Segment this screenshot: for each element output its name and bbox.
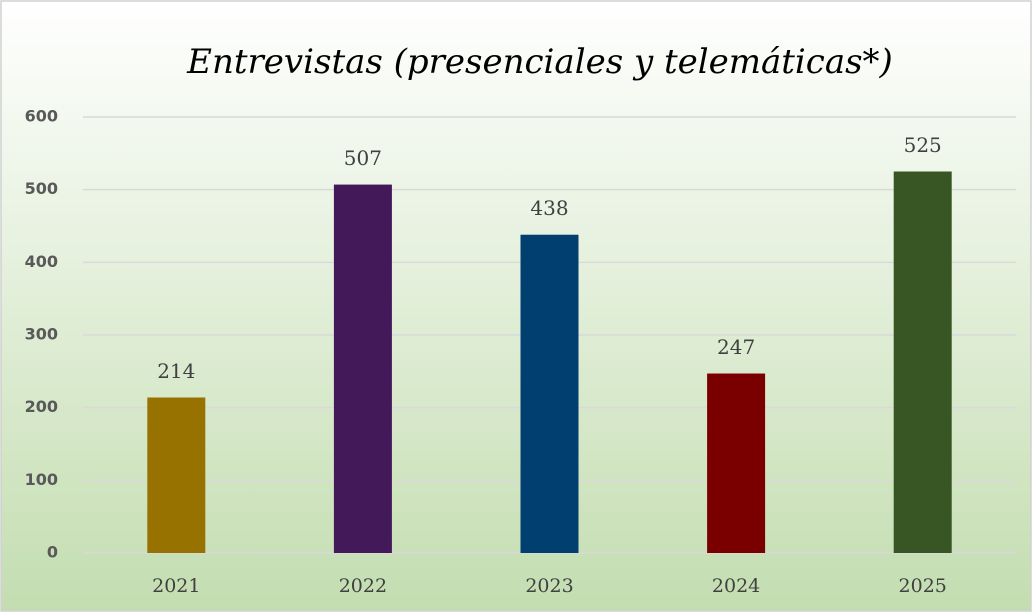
y-tick-label: 600 (25, 107, 58, 126)
data-label: 438 (530, 196, 568, 220)
y-tick-label: 100 (25, 470, 58, 489)
y-tick-label: 300 (25, 325, 58, 344)
bar (520, 234, 579, 553)
bar (147, 397, 206, 553)
data-label: 214 (157, 359, 195, 383)
x-tick-label: 2023 (525, 575, 573, 597)
bar (707, 373, 766, 553)
chart-title: Entrevistas (presenciales y telemáticas*… (186, 42, 893, 82)
y-tick-label: 0 (47, 543, 58, 562)
x-tick-label: 2025 (899, 575, 947, 597)
data-label: 525 (904, 133, 942, 157)
data-label: 247 (717, 335, 755, 359)
y-tick-label: 400 (25, 252, 58, 271)
x-tick-label: 2021 (152, 575, 200, 597)
y-tick-label: 200 (25, 397, 58, 416)
bar (333, 184, 392, 553)
x-tick-label: 2022 (339, 575, 387, 597)
x-tick-label: 2024 (712, 575, 760, 597)
data-label: 507 (344, 146, 382, 170)
y-tick-label: 500 (25, 179, 58, 198)
bar (893, 171, 952, 553)
